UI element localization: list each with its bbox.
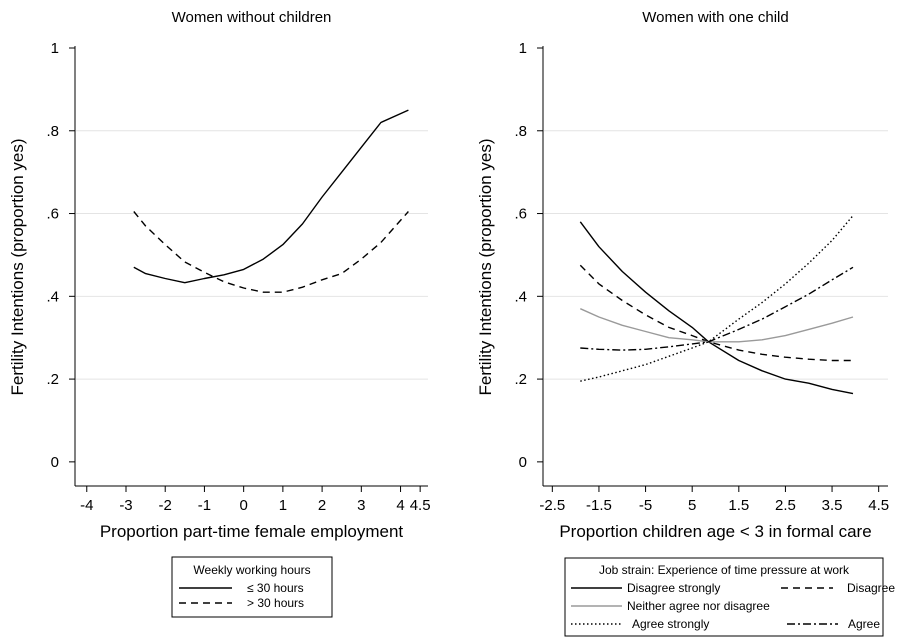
series-line [580,215,854,382]
x-tick-label: 0 [239,497,247,514]
chart-title: Women without children [172,9,332,26]
x-tick-label: 4.5 [410,497,431,514]
legend-title: Weekly working hours [193,563,310,577]
x-tick-label: 3.5 [822,497,843,514]
x-tick-label: -1.5 [586,497,612,514]
y-tick-label: .4 [46,288,59,305]
legend-label: Agree strongly [632,617,709,631]
legend-job-strain: Job strain: Experience of time pressure … [564,557,895,637]
legend-weekly-working-hours: Weekly working hours ≤ 30 hours> 30 hours [171,556,333,618]
legend-label: Disagree strongly [627,581,720,595]
y-tick-label: .8 [46,123,59,140]
x-tick-label: -3 [119,497,132,514]
panel-women-with-one-child: 0 .2 .4 .6 .8 1 -2.5 -1.5 -5 5 1.5 2.5 3.5 4.5 Women w… [476,9,889,541]
x-tick-label: 4 [396,497,404,514]
y-axis-label: Fertility Intentions (proportion yes) [8,139,27,396]
x-tick-label: 3 [357,497,365,514]
series-line [579,221,854,395]
x-tick-label: 4.5 [868,497,889,514]
x-tick-label: -5 [639,497,652,514]
x-tick-label: 2 [318,497,326,514]
x-tick-label: -2.5 [539,497,565,514]
y-tick-label: 0 [519,454,527,471]
legend-label: > 30 hours [247,596,304,610]
x-axis-label: Proportion children age < 3 in formal ca… [559,522,871,541]
x-tick-label: 1.5 [728,497,749,514]
x-tick-label: 1 [279,497,287,514]
y-axis-label: Fertility Intentions (proportion yes) [476,139,495,396]
series-line [133,109,409,284]
y-tick-label: 0 [51,454,59,471]
y-tick-label: .2 [514,371,527,388]
y-tick-label: .6 [46,206,59,223]
y-tick-label: 1 [51,40,59,57]
x-axis-label: Proportion part-time female employment [100,522,404,541]
series-line [580,308,854,343]
x-tick-label: 5 [688,497,696,514]
chart-title: Women with one child [642,9,788,26]
x-tick-label: -4 [80,497,93,514]
legend-box [564,557,884,637]
y-tick-label: .2 [46,371,59,388]
series-line [133,211,409,293]
x-tick-label: 2.5 [775,497,796,514]
legend-label: ≤ 30 hours [247,581,304,595]
panel-women-without-children: 0 .2 .4 .6 .8 1 -4 -3 -2 -1 0 1 2 3 4 4.5 Women without … [8,9,431,541]
y-tick-label: .8 [514,123,527,140]
y-tick-label: .4 [514,288,527,305]
x-tick-label: -2 [159,497,172,514]
y-tick-label: 1 [519,40,527,57]
series-line [580,266,854,351]
legend-label: Neither agree nor disagree [627,599,770,613]
legend-title: Job strain: Experience of time pressure … [599,563,850,577]
legend-label: Disagree [847,581,895,595]
x-tick-label: -1 [198,497,211,514]
legend-label: Agree [848,617,880,631]
y-tick-label: .6 [514,206,527,223]
legend-box [171,556,333,618]
